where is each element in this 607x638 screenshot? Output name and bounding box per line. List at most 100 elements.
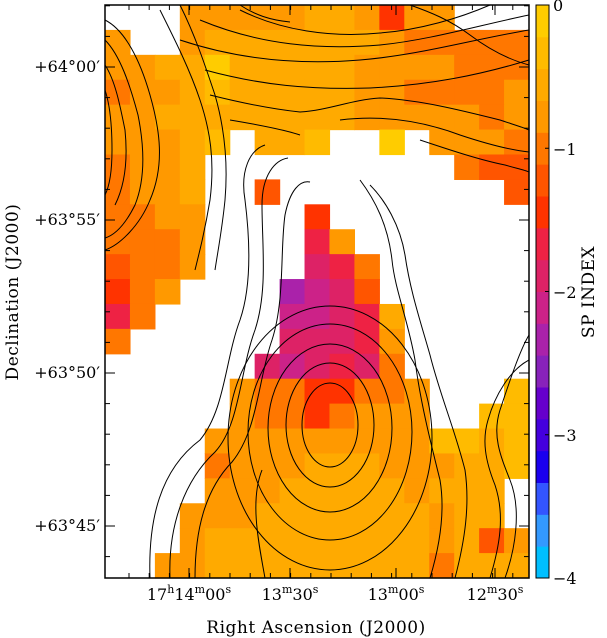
heatmap-cell <box>204 478 231 504</box>
heatmap-cell <box>429 29 455 56</box>
colorbar-tick-label: −2 <box>553 283 577 302</box>
contour-line <box>255 469 266 579</box>
y-axis-title: Declination (J2000) <box>3 204 23 381</box>
heatmap-cell <box>354 478 380 504</box>
heatmap-cell <box>179 204 206 230</box>
contour-line <box>419 139 530 173</box>
heatmap-cell <box>479 154 505 180</box>
axis-ticks <box>105 5 529 578</box>
heatmap-cell <box>354 279 380 305</box>
heatmap-cell <box>329 478 356 504</box>
colorbar-tick-labels: 0 −1 −2 −3 −4 <box>553 0 577 588</box>
heatmap-cell <box>279 428 306 455</box>
contour-line <box>239 4 491 35</box>
colorbar-title: SP INDEX <box>579 245 599 338</box>
heatmap-cell <box>179 29 206 56</box>
heatmap-cell <box>179 154 206 180</box>
heatmap-cell <box>204 503 231 529</box>
heatmap-cell <box>229 428 256 455</box>
heatmap-cell <box>179 5 206 31</box>
heatmap-cell <box>279 79 306 106</box>
y-tick-label: +63°50′ <box>34 363 100 382</box>
heatmap-cell <box>379 503 405 529</box>
heatmap-cell <box>454 428 480 455</box>
heatmap-cell <box>279 303 306 330</box>
colorbar-band <box>536 450 549 483</box>
heatmap-cell <box>354 428 380 455</box>
heatmap-cell <box>279 129 306 156</box>
heatmap-cell <box>105 29 131 56</box>
heatmap-cell <box>404 104 430 131</box>
heatmap-cell <box>354 328 380 355</box>
heatmap-cell <box>504 553 530 579</box>
contour-line <box>359 179 443 579</box>
heatmap-cell <box>105 254 131 280</box>
heatmap-cell <box>179 254 206 280</box>
heatmap-cell <box>404 5 430 31</box>
heatmap-cell <box>154 179 181 205</box>
contour-line <box>199 14 530 48</box>
heatmap-cell <box>379 353 405 380</box>
contour-line <box>179 4 227 271</box>
heatmap-cell <box>304 428 331 455</box>
contour-line <box>209 94 530 131</box>
colorbar-band <box>536 36 549 70</box>
heatmap-cell <box>404 453 430 479</box>
heatmap-cell <box>204 104 231 131</box>
heatmap-cell <box>304 79 331 106</box>
heatmap-cell <box>279 478 306 504</box>
heatmap-cell <box>279 279 306 305</box>
heatmap-cell <box>354 553 380 579</box>
heatmap-cell <box>454 129 480 156</box>
heatmap-cell <box>304 229 331 255</box>
heatmap-cell <box>354 104 380 131</box>
contour-line <box>285 362 375 488</box>
heatmap-cell <box>329 254 356 280</box>
contour-line <box>267 343 393 513</box>
heatmap-cell <box>304 403 331 430</box>
heatmap-cell <box>304 478 331 504</box>
colorbar-band <box>536 5 549 38</box>
x-tick-labels: 17h14m00s 13m30s 13m00s 12m30s <box>147 583 524 604</box>
contour-line <box>194 181 311 579</box>
heatmap-cell <box>329 279 356 305</box>
contour-line <box>104 19 160 251</box>
heatmap-cell <box>504 528 530 554</box>
heatmap-cell <box>404 29 430 56</box>
heatmap-cell <box>379 528 405 554</box>
colorbar-band <box>536 259 549 292</box>
heatmap-cell <box>129 179 156 205</box>
y-tick-label: +64°00′ <box>34 57 100 76</box>
heatmap-cell <box>129 54 156 81</box>
heatmap-cell <box>454 104 480 131</box>
heatmap-cell <box>379 129 405 156</box>
heatmap-cell <box>304 5 331 31</box>
heatmap-cell <box>379 54 405 81</box>
heatmap-cell <box>329 453 356 479</box>
heatmap-cell <box>254 378 281 405</box>
heatmap-cell <box>204 29 231 56</box>
colorbar-band <box>536 323 549 356</box>
x-tick-label: 17h14m00s <box>147 583 232 604</box>
heatmap-cell <box>179 179 206 205</box>
x-tick-label: 13m00s <box>368 583 425 604</box>
heatmap-cell <box>304 129 331 156</box>
heatmap-cell <box>504 79 530 106</box>
heatmap-cell <box>429 528 455 554</box>
colorbar: 0 −1 −2 −3 −4 SP INDEX <box>535 0 599 588</box>
contour-line <box>339 117 530 153</box>
heatmap-cell <box>329 54 356 81</box>
heatmap-cell <box>304 528 331 554</box>
heatmap-cell <box>254 353 281 380</box>
heatmap-cell <box>479 553 505 579</box>
heatmap-cell <box>329 403 356 430</box>
heatmap-cell <box>229 104 256 131</box>
heatmap-cell <box>279 503 306 529</box>
heatmap-cell <box>404 528 430 554</box>
contour-line <box>159 9 213 271</box>
heatmap-cell <box>254 403 281 430</box>
contour-line <box>104 89 113 196</box>
colorbar-band <box>536 482 549 515</box>
heatmap-cell <box>354 254 380 280</box>
